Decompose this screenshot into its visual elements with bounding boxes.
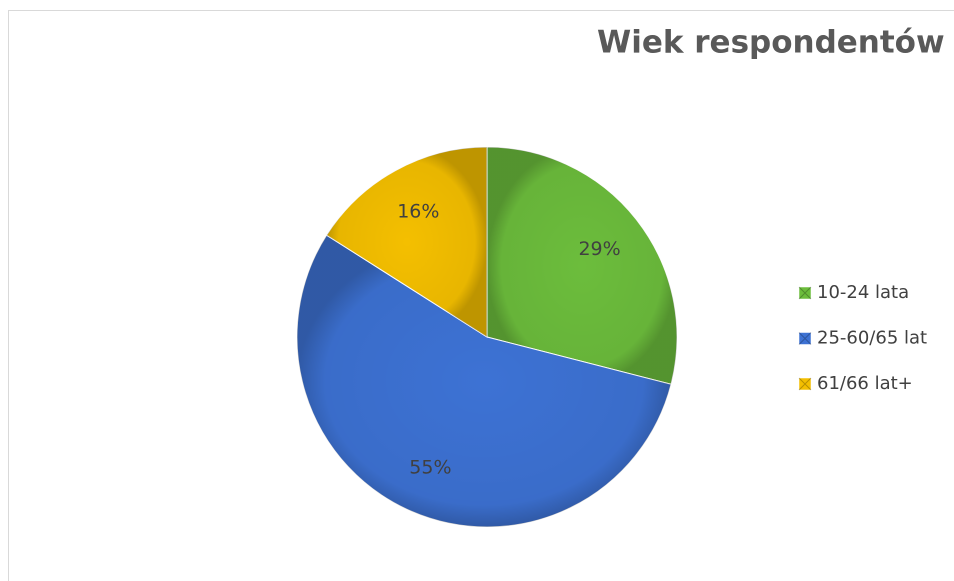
chart-title: Wiek respondentów <box>597 25 945 61</box>
legend: 10-24 lata 25-60/65 lat 61/66 lat+ <box>798 282 927 394</box>
legend-label: 10-24 lata <box>817 282 909 303</box>
legend-label: 25-60/65 lat <box>817 328 927 349</box>
legend-bevel <box>798 332 812 345</box>
legend-label: 61/66 lat+ <box>817 373 913 394</box>
legend-swatch <box>798 332 812 345</box>
legend-bevel <box>798 286 812 300</box>
pie: 29% 55% 16% <box>296 146 678 528</box>
legend-bevel <box>798 377 812 391</box>
data-label: 29% <box>578 238 620 260</box>
data-label: 16% <box>397 201 439 223</box>
data-label: 55% <box>409 456 451 478</box>
legend-swatch <box>798 377 812 391</box>
legend-swatch <box>798 286 812 300</box>
